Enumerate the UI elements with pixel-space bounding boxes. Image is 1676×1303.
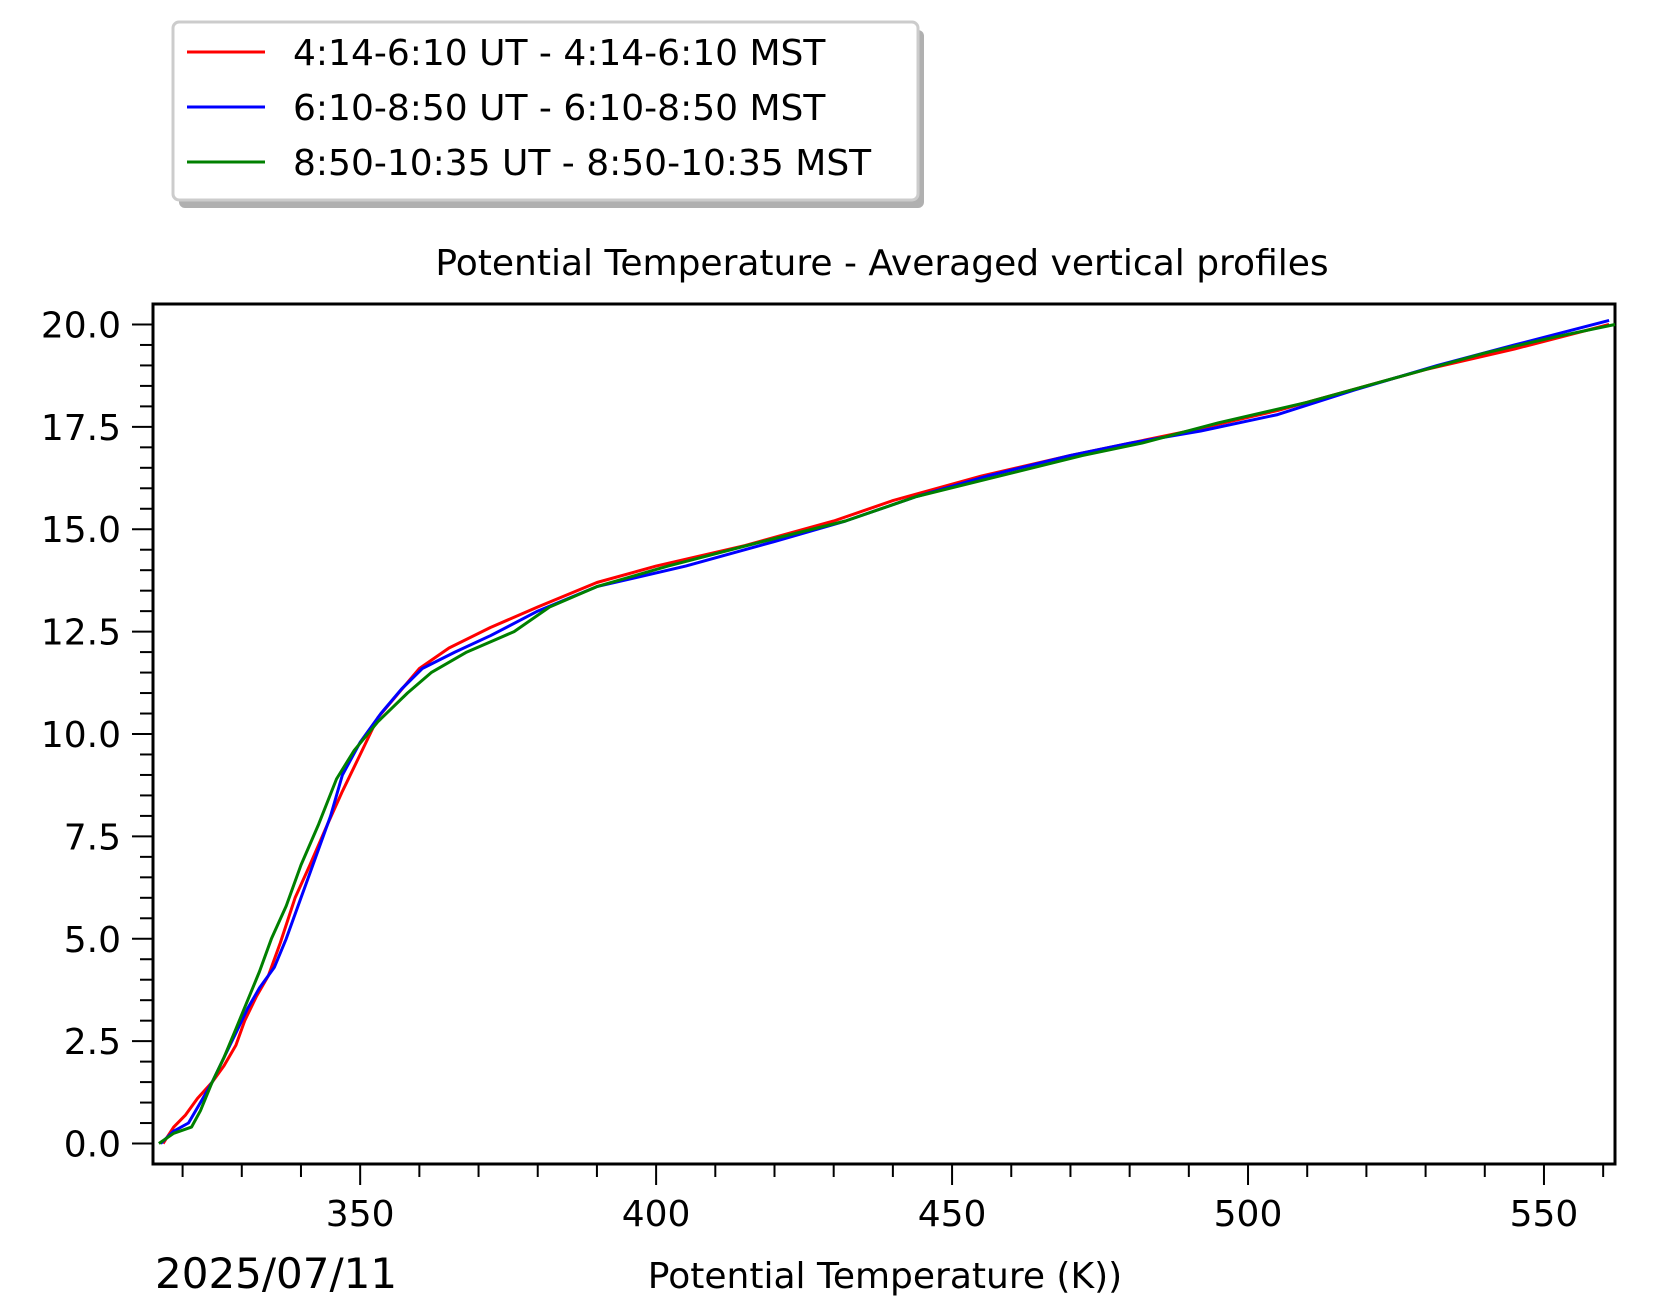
x-tick-label: 400 bbox=[622, 1194, 691, 1235]
y-tick-label: 12.5 bbox=[41, 613, 121, 654]
series-line-2 bbox=[159, 318, 1610, 1145]
legend: 4:14-6:10 UT - 4:14-6:10 MST 6:10-8:50 UT… bbox=[187, 33, 872, 184]
y-tick-label: 7.5 bbox=[64, 817, 121, 858]
legend-label-2: 6:10-8:50 UT - 6:10-8:50 MST bbox=[293, 88, 826, 129]
y-tick-label: 0.0 bbox=[64, 1125, 121, 1166]
y-axis: 0.0 2.5 5.0 7.5 10.0 12.5 15.0 17.5 20.0 bbox=[41, 305, 153, 1166]
x-tick-label: 450 bbox=[918, 1194, 987, 1235]
x-tick-label: 350 bbox=[326, 1194, 395, 1235]
y-tick-label: 17.5 bbox=[41, 408, 121, 449]
series-lines bbox=[158, 318, 1616, 1145]
date-label: 2025/07/11 bbox=[155, 1249, 397, 1298]
y-tick-label: 10.0 bbox=[41, 715, 121, 756]
series-line-1 bbox=[161, 323, 1610, 1145]
y-tick-label: 2.5 bbox=[64, 1022, 121, 1063]
x-axis: 350 400 450 500 550 bbox=[181, 1164, 1605, 1235]
y-tick-label: 20.0 bbox=[41, 305, 121, 346]
legend-label-1: 4:14-6:10 UT - 4:14-6:10 MST bbox=[293, 33, 826, 74]
y-tick-label: 15.0 bbox=[41, 510, 121, 551]
x-tick-label: 500 bbox=[1214, 1194, 1283, 1235]
plot-frame bbox=[151, 302, 1617, 1166]
x-tick-label: 550 bbox=[1510, 1194, 1579, 1235]
series-line-3 bbox=[158, 323, 1616, 1145]
chart-title: Potential Temperature - Averaged vertica… bbox=[435, 243, 1328, 284]
y-tick-label: 5.0 bbox=[64, 920, 121, 961]
legend-frame bbox=[171, 20, 920, 202]
x-axis-label: Potential Temperature (K)) bbox=[648, 1256, 1122, 1297]
legend-label-3: 8:50-10:35 UT - 8:50-10:35 MST bbox=[293, 143, 872, 184]
